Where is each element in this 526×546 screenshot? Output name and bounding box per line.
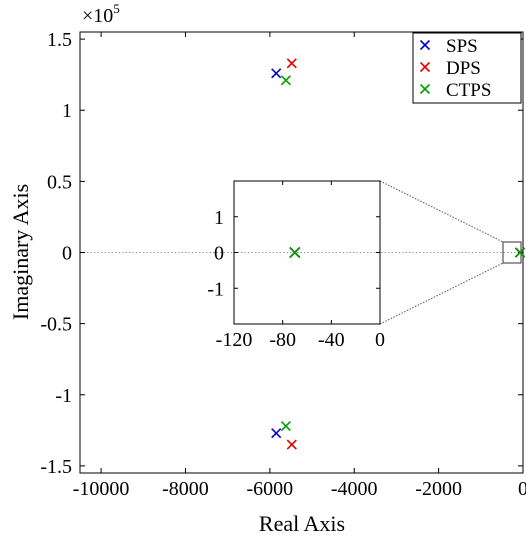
legend-box [412,32,522,104]
legend-label-sps: SPS [446,36,478,57]
x-tick-label: -6000 [247,478,294,500]
pole-markers [271,58,526,450]
y-axis: -1.5 -1 -0.5 0 0.5 1 1.5 [40,29,523,478]
y-tick-label: 0.5 [47,171,72,193]
inset-y-tick-label: -1 [207,278,224,300]
legend-marker-dps [419,61,431,73]
inset-x-tick-label: 0 [375,329,385,351]
inset-x-tick-label: -80 [269,329,296,351]
y-tick-label: -1 [55,385,72,407]
inset-markers [289,246,301,259]
inset-x-tick-label: -120 [216,329,253,351]
inset-x-tick-label: -40 [318,329,345,351]
legend-label-dps: DPS [446,58,481,79]
inset-x-axis: -120 -80 -40 0 [216,181,385,351]
marker-dps [286,58,297,69]
inset-y-tick-label: 0 [214,243,224,265]
legend-marker-sps [419,39,431,51]
x-tick-label: -2000 [415,478,462,500]
y-tick-label: 1 [62,100,72,122]
x-axis: -10000 -8000 -6000 -4000 -2000 0 [73,32,526,500]
y-tick-label: 0 [62,243,72,265]
x-tick-label: -4000 [331,478,378,500]
marker-dps [286,439,297,450]
inset-marker-ctps [289,246,301,259]
legend-marker-ctps [419,83,431,95]
x-tick-label: -10000 [73,478,130,500]
exponent-label: ×105 [82,1,120,27]
y-axis-label: Imaginary Axis [8,184,33,320]
legend-label-ctps: CTPS [446,80,491,101]
inset-y-tick-label: 1 [214,207,224,229]
inset-y-axis: -1 0 1 [207,207,380,300]
marker-sps [271,428,282,439]
marker-ctps [280,420,291,432]
x-tick-label: 0 [518,478,526,500]
x-tick-label: -8000 [162,478,209,500]
exponent-power: 5 [113,1,120,16]
y-tick-label: -0.5 [40,314,72,336]
y-tick-label: -1.5 [40,456,72,478]
zoom-connector-top [379,180,504,243]
y-tick-label: 1.5 [47,29,72,51]
marker-ctps [514,247,526,258]
marker-sps [271,68,282,79]
marker-ctps [280,75,291,86]
zoom-connector-bottom [379,262,504,325]
x-axis-label: Real Axis [259,511,345,536]
